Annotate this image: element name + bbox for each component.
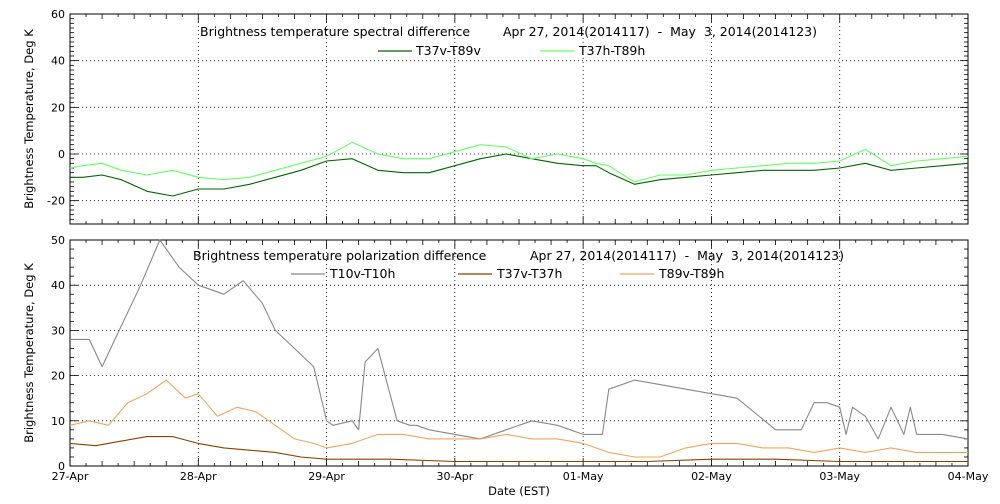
y-tick-label: 30 [51,324,65,337]
series-line-t37v-t37h [69,436,968,463]
chart-date-range: Apr 27, 2014(2014117) - May 3, 2014(2014… [530,248,844,263]
grid-lines [69,239,969,467]
x-tick-label: 03-May [819,470,860,483]
y-axis-label: Brightness Temperature, Deg K [22,263,36,443]
plot-frame [69,13,969,225]
y-tick-labels: 0 10 20 30 40 50 [51,234,65,473]
x-tick-label: 28-Apr [180,470,217,483]
legend: T37v-T89v T37h-T89h [378,43,645,58]
x-tick-label: 29-Apr [308,470,345,483]
panel-polarization-difference: 0 10 20 30 40 50 27-Apr 28-Apr 29-Apr 30-Apr 01-M… [22,234,989,498]
series-layer [69,239,969,463]
chart-date-range: Apr 27, 2014(2014117) - May 3, 2014(2014… [503,24,817,39]
series-line-t10v-t10h [70,239,969,440]
series-line-t37h-t89h [69,141,969,183]
y-tick-label: 10 [51,415,65,428]
y-tick-label: 40 [51,279,65,292]
y-tick-labels: -20 0 20 40 60 [47,8,65,208]
chart-title: Brightness temperature spectral differen… [200,24,470,39]
legend-label-t37v-t89v: T37v-T89v [415,43,482,58]
y-tick-label: 20 [51,101,65,114]
x-tick-label: 30-Apr [436,470,473,483]
series-line-t37v-t89v [70,153,969,197]
legend-label-t37h-t89h: T37h-T89h [578,43,645,58]
x-tick-labels: 27-Apr 28-Apr 29-Apr 30-Apr 01-May 02-May 03-M… [52,470,989,483]
x-tick-label: 01-May [563,470,604,483]
legend: T10v-T10h T37v-T37h T89v-T89h [291,266,724,281]
series-layer [69,141,969,197]
x-tick-label: 27-Apr [52,470,89,483]
y-tick-label: 60 [51,8,65,21]
chart-title: Brightness temperature polarization diff… [193,248,487,263]
y-tick-label: 20 [51,370,65,383]
y-tick-label: 50 [51,234,65,247]
x-tick-label: 04-May [948,470,989,483]
legend-label-t89v-t89h: T89v-T89h [658,266,724,281]
x-axis-label: Date (EST) [488,484,550,498]
y-tick-label: 0 [58,460,65,473]
legend-label-t37v-t37h: T37v-T37h [496,266,562,281]
y-tick-label: 40 [51,55,65,68]
y-tick-label: -20 [47,195,65,208]
x-tick-label: 02-May [691,470,732,483]
series-line-t89v-t89h [69,379,968,458]
grid-lines [69,13,969,225]
y-axis-label: Brightness Temperature, Deg K [22,29,36,209]
legend-label-t10v-t10h: T10v-T10h [329,266,395,281]
y-tick-label: 0 [58,148,65,161]
panel-spectral-difference: -20 0 20 40 60 Brightness temperature spectr… [22,8,969,225]
